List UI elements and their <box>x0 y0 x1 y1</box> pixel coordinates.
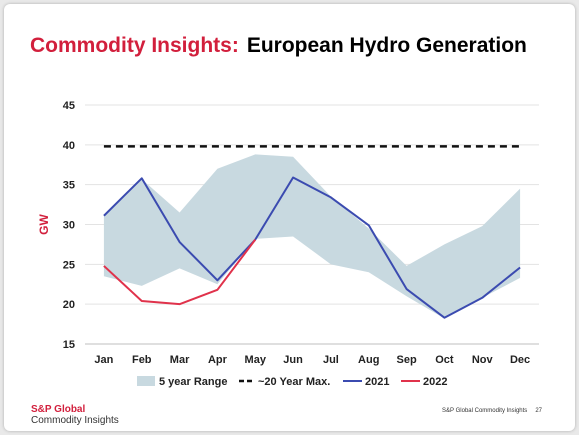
footer-logo: S&P Global Commodity Insights <box>31 404 119 426</box>
x-tick-label: Feb <box>132 354 152 366</box>
slide-title: Commodity Insights: European Hydro Genera… <box>30 34 527 58</box>
y-tick-label: 45 <box>63 100 75 112</box>
x-tick-label: Dec <box>510 354 530 366</box>
x-tick-label: Sep <box>396 354 416 366</box>
slide: Commodity Insights: European Hydro Genera… <box>4 4 575 431</box>
x-tick-label: Oct <box>435 354 454 366</box>
title-rest: European Hydro Generation <box>246 34 527 57</box>
y-tick-label: 35 <box>63 180 75 192</box>
y-tick-label: 15 <box>63 339 75 351</box>
footer-brand-sub: Commodity Insights <box>31 415 119 426</box>
x-tick-label: Apr <box>208 354 228 366</box>
page-number: 27 <box>535 408 542 414</box>
y-tick-label: 40 <box>63 140 75 152</box>
footer-source: S&P Global Commodity Insights 27 <box>442 408 542 414</box>
x-tick-label: Jan <box>94 354 113 366</box>
y-tick-label: 30 <box>63 220 75 232</box>
y-tick-label: 20 <box>63 299 75 311</box>
legend-swatch-range <box>137 376 155 386</box>
range-band <box>103 154 521 319</box>
x-tick-label: Nov <box>472 354 494 366</box>
legend-label-range: 5 year Range <box>159 376 227 388</box>
x-tick-label: Mar <box>170 354 190 366</box>
x-tick-label: May <box>245 354 267 366</box>
series-line-2021 <box>103 176 521 319</box>
legend-label-max: ~20 Year Max. <box>258 376 330 388</box>
x-tick-label: Aug <box>358 354 379 366</box>
hydro-generation-chart: 15 20 25 30 35 40 45 GW Jan Feb Mar Apr May Jun Jul Aug… <box>37 100 539 388</box>
y-axis-label: GW <box>37 214 51 235</box>
x-tick-label: Jul <box>323 354 339 366</box>
x-tick-label: Jun <box>283 354 303 366</box>
legend-label-2022: 2022 <box>423 376 447 388</box>
footer-brand: S&P Global <box>31 404 86 415</box>
title-accent: Commodity Insights: <box>30 34 239 57</box>
y-tick-label: 25 <box>63 259 75 271</box>
series-line-2022 <box>103 239 257 306</box>
legend-label-2021: 2021 <box>365 376 389 388</box>
footer-source-text: S&P Global Commodity Insights <box>442 408 528 414</box>
